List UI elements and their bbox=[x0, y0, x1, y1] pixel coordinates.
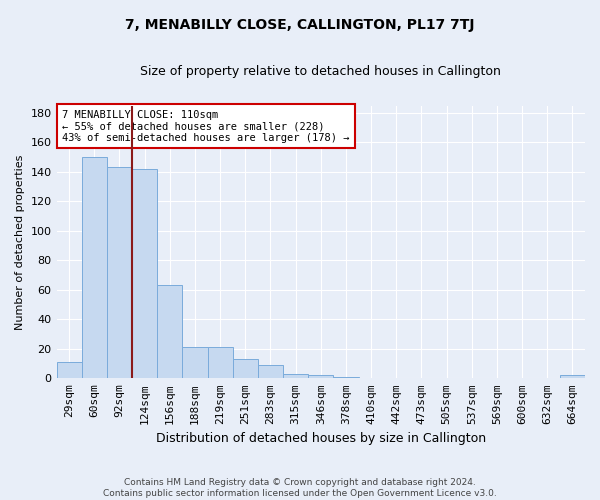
Bar bbox=[56, 362, 82, 378]
X-axis label: Distribution of detached houses by size in Callington: Distribution of detached houses by size … bbox=[156, 432, 486, 445]
Bar bbox=[208, 348, 233, 378]
Bar bbox=[182, 348, 208, 378]
Bar bbox=[560, 376, 585, 378]
Text: 7, MENABILLY CLOSE, CALLINGTON, PL17 7TJ: 7, MENABILLY CLOSE, CALLINGTON, PL17 7TJ bbox=[125, 18, 475, 32]
Bar bbox=[132, 169, 157, 378]
Bar bbox=[258, 365, 283, 378]
Title: Size of property relative to detached houses in Callington: Size of property relative to detached ho… bbox=[140, 65, 501, 78]
Bar bbox=[283, 374, 308, 378]
Bar bbox=[82, 157, 107, 378]
Bar bbox=[107, 168, 132, 378]
Text: 7 MENABILLY CLOSE: 110sqm
← 55% of detached houses are smaller (228)
43% of semi: 7 MENABILLY CLOSE: 110sqm ← 55% of detac… bbox=[62, 110, 349, 143]
Bar bbox=[334, 377, 359, 378]
Text: Contains HM Land Registry data © Crown copyright and database right 2024.
Contai: Contains HM Land Registry data © Crown c… bbox=[103, 478, 497, 498]
Y-axis label: Number of detached properties: Number of detached properties bbox=[15, 154, 25, 330]
Bar bbox=[308, 376, 334, 378]
Bar bbox=[233, 359, 258, 378]
Bar bbox=[157, 286, 182, 378]
